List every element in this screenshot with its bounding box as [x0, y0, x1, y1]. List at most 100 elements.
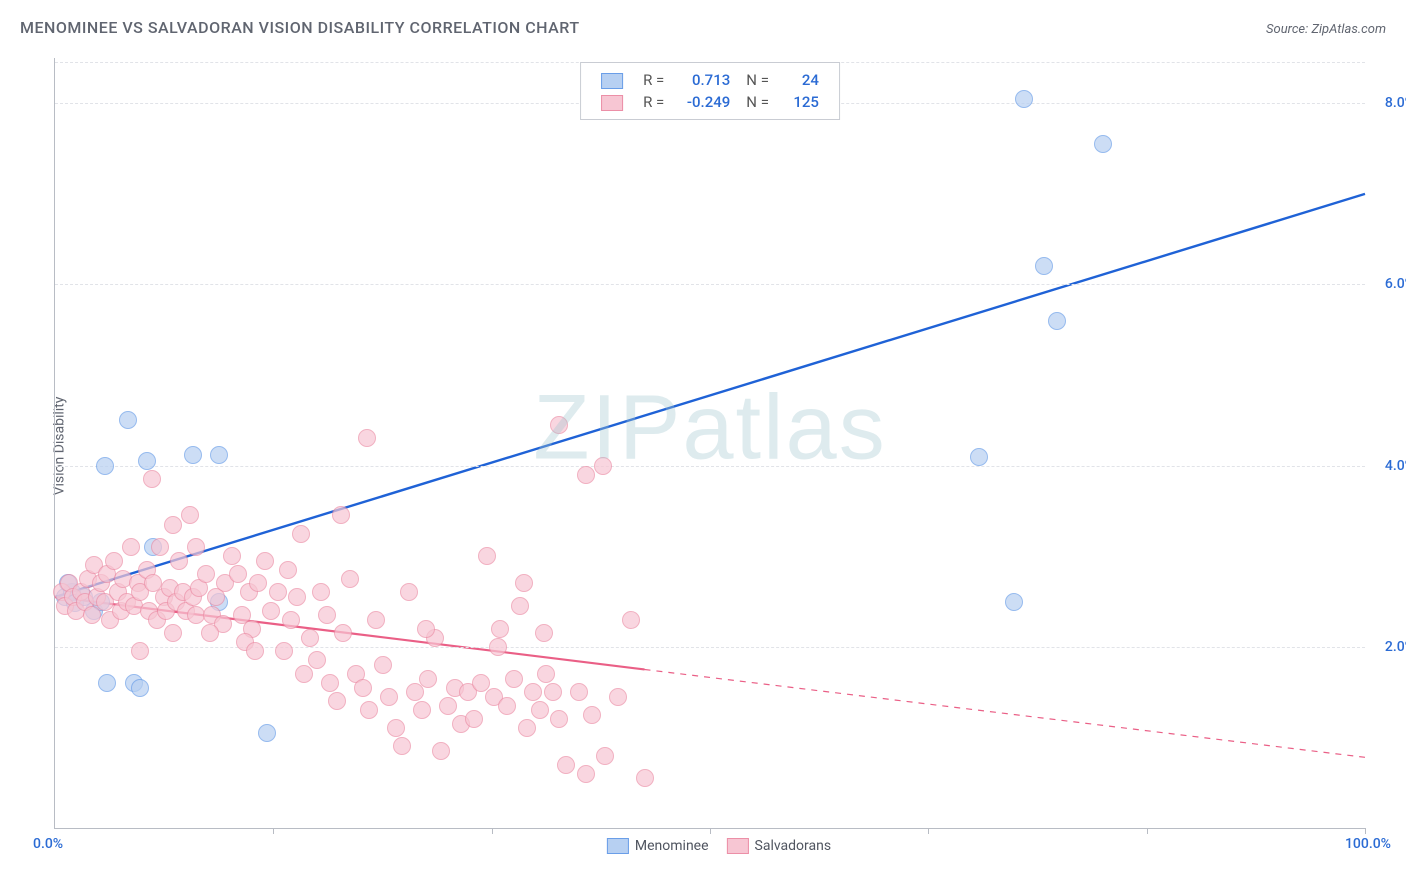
data-point	[328, 692, 346, 710]
legend-r-label: R =	[635, 69, 672, 91]
x-axis-tick-mark	[710, 828, 711, 834]
data-point	[258, 724, 276, 742]
data-point	[417, 620, 435, 638]
data-point	[256, 552, 274, 570]
data-point	[184, 446, 202, 464]
data-point	[577, 765, 595, 783]
data-point	[478, 547, 496, 565]
correlation-legend: R =0.713N =24R =-0.249N =125	[580, 62, 840, 120]
data-point	[406, 683, 424, 701]
y-axis-tick: 8.0%	[1371, 95, 1406, 111]
data-point	[229, 565, 247, 583]
y-axis-tick: 4.0%	[1371, 458, 1406, 474]
chart-title: MENOMINEE VS SALVADORAN VISION DISABILIT…	[20, 18, 580, 37]
data-point	[282, 611, 300, 629]
data-point	[131, 679, 149, 697]
data-point	[393, 737, 411, 755]
x-axis-tick-mark	[1365, 828, 1366, 834]
legend-n-label: N =	[738, 69, 777, 91]
data-point	[197, 565, 215, 583]
y-axis-tick: 6.0%	[1371, 276, 1406, 292]
data-point	[491, 620, 509, 638]
chart-container: MENOMINEE VS SALVADORAN VISION DISABILIT…	[0, 0, 1406, 892]
data-point	[143, 470, 161, 488]
data-point	[387, 719, 405, 737]
legend-n-value: 24	[777, 69, 827, 91]
legend-swatch	[607, 838, 629, 854]
data-point	[594, 457, 612, 475]
x-axis-tick-mark	[1147, 828, 1148, 834]
data-point	[119, 411, 137, 429]
data-point	[269, 583, 287, 601]
legend-series-label: Salvadorans	[755, 838, 832, 854]
source-attribution: Source: ZipAtlas.com	[1266, 22, 1386, 37]
watermark: ZIPatlas	[533, 375, 886, 480]
data-point	[358, 429, 376, 447]
data-point	[367, 611, 385, 629]
data-point	[279, 561, 297, 579]
data-point	[1005, 593, 1023, 611]
legend-r-label: R =	[635, 91, 672, 113]
data-point	[374, 656, 392, 674]
data-point	[550, 416, 568, 434]
data-point	[465, 710, 483, 728]
data-point	[489, 638, 507, 656]
data-point	[636, 769, 654, 787]
data-point	[292, 525, 310, 543]
x-axis-tick-min: 0.0%	[33, 836, 63, 852]
data-point	[550, 710, 568, 728]
data-point	[1094, 135, 1112, 153]
data-point	[1048, 312, 1066, 330]
data-point	[332, 506, 350, 524]
data-point	[622, 611, 640, 629]
data-point	[308, 651, 326, 669]
data-point	[105, 552, 123, 570]
legend-swatch	[727, 838, 749, 854]
x-axis-tick-mark	[928, 828, 929, 834]
data-point	[537, 665, 555, 683]
legend-r-value: 0.713	[672, 69, 738, 91]
y-axis-tick: 2.0%	[1371, 639, 1406, 655]
series-legend: MenomineeSalvadorans	[589, 838, 831, 854]
legend-swatch	[601, 95, 623, 111]
source-link[interactable]: ZipAtlas.com	[1311, 22, 1386, 37]
gridline-h	[55, 284, 1365, 285]
data-point	[531, 701, 549, 719]
data-point	[498, 697, 516, 715]
data-point	[505, 670, 523, 688]
data-point	[312, 583, 330, 601]
data-point	[301, 629, 319, 647]
data-point	[249, 574, 267, 592]
data-point	[262, 602, 280, 620]
data-point	[970, 448, 988, 466]
legend-n-label: N =	[738, 91, 777, 113]
legend-swatch	[601, 73, 623, 89]
data-point	[535, 624, 553, 642]
data-point	[515, 574, 533, 592]
data-point	[321, 674, 339, 692]
legend-n-value: 125	[777, 91, 827, 113]
data-point	[439, 697, 457, 715]
data-point	[1035, 257, 1053, 275]
data-point	[181, 506, 199, 524]
data-point	[138, 452, 156, 470]
x-axis-tick-max: 100.0%	[1345, 836, 1391, 852]
data-point	[354, 679, 372, 697]
data-point	[400, 583, 418, 601]
data-point	[122, 538, 140, 556]
data-point	[518, 719, 536, 737]
data-point	[413, 701, 431, 719]
data-point	[151, 538, 169, 556]
data-point	[275, 642, 293, 660]
data-point	[583, 706, 601, 724]
data-point	[419, 670, 437, 688]
data-point	[570, 683, 588, 701]
data-point	[210, 446, 228, 464]
data-point	[131, 642, 149, 660]
data-point	[334, 624, 352, 642]
regression-lines	[55, 58, 1365, 828]
data-point	[170, 552, 188, 570]
data-point	[341, 570, 359, 588]
x-axis-tick-mark	[492, 828, 493, 834]
x-axis-tick-mark	[273, 828, 274, 834]
